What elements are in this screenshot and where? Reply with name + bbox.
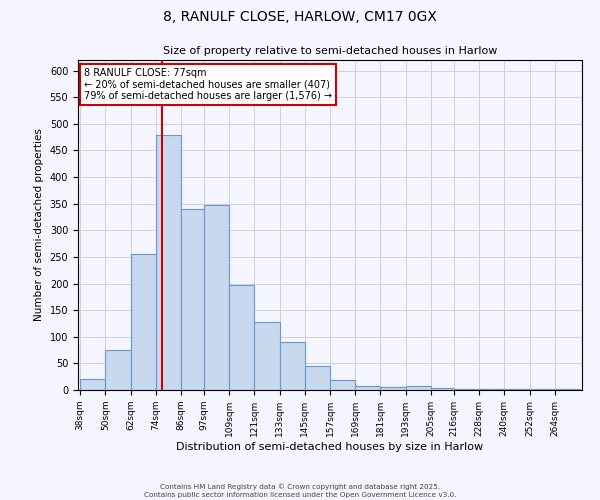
Bar <box>106 350 131 390</box>
Title: Size of property relative to semi-detached houses in Harlow: Size of property relative to semi-detach… <box>163 46 497 56</box>
Bar <box>156 134 181 390</box>
Y-axis label: Number of semi-detached properties: Number of semi-detached properties <box>34 128 44 322</box>
Bar <box>380 388 406 390</box>
Bar <box>131 254 156 390</box>
X-axis label: Distribution of semi-detached houses by size in Harlow: Distribution of semi-detached houses by … <box>176 442 484 452</box>
Bar <box>204 205 229 390</box>
Text: 8, RANULF CLOSE, HARLOW, CM17 0GX: 8, RANULF CLOSE, HARLOW, CM17 0GX <box>163 10 437 24</box>
Bar <box>254 322 280 390</box>
Bar <box>181 209 204 390</box>
Bar <box>80 380 106 390</box>
Bar <box>280 342 305 390</box>
Bar <box>305 366 330 390</box>
Bar <box>229 284 254 390</box>
Bar <box>406 386 431 390</box>
Bar <box>330 380 355 390</box>
Text: 8 RANULF CLOSE: 77sqm
← 20% of semi-detached houses are smaller (407)
79% of sem: 8 RANULF CLOSE: 77sqm ← 20% of semi-deta… <box>84 68 332 102</box>
Bar <box>431 388 454 390</box>
Bar <box>454 389 479 390</box>
Text: Contains HM Land Registry data © Crown copyright and database right 2025.
Contai: Contains HM Land Registry data © Crown c… <box>144 484 456 498</box>
Bar <box>355 386 380 390</box>
